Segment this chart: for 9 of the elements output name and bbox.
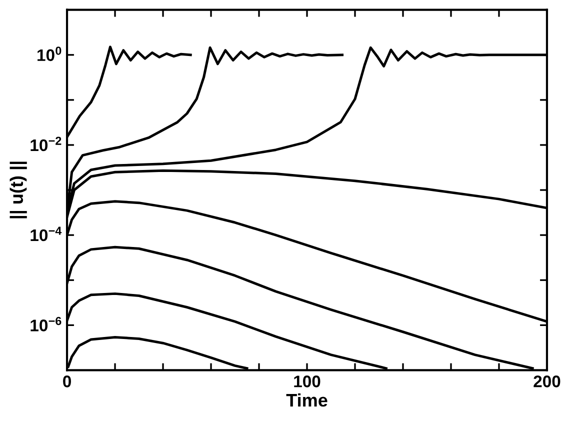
y-tick-label: 10$^{0}$ <box>38 46 62 62</box>
x-axis-title: Time <box>286 393 328 407</box>
x-tick-label: 0 <box>63 376 71 388</box>
x-tick-label: 200 <box>534 376 560 388</box>
y-tick-label: 10$^{−4}$ <box>30 226 62 242</box>
y-tick-label: 10$^{−6}$ <box>30 316 62 332</box>
y-axis-title: || u(t) || <box>10 162 27 218</box>
y-tick-label: 10$^{−2}$ <box>30 136 62 152</box>
x-tick-label: 100 <box>294 376 320 388</box>
